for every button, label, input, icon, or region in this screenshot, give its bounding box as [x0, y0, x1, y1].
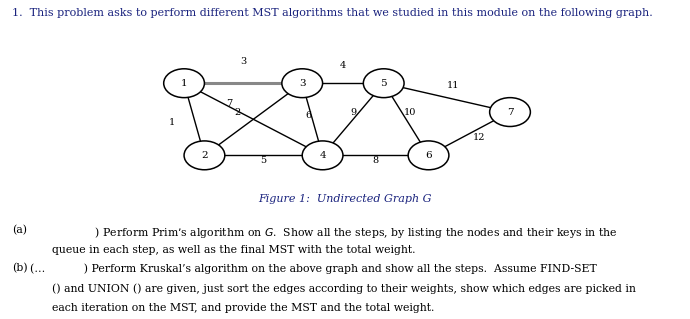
Text: 1: 1 [169, 118, 175, 127]
Text: 6: 6 [305, 111, 311, 120]
Text: 3: 3 [299, 79, 306, 88]
Ellipse shape [364, 69, 404, 98]
Text: ) Perform Prim’s algorithm on $G$.  Show all the steps, by listing the nodes and: ) Perform Prim’s algorithm on $G$. Show … [43, 225, 618, 240]
Text: (a): (a) [12, 225, 28, 235]
Text: (b): (b) [12, 263, 28, 273]
Ellipse shape [164, 69, 204, 98]
Text: 8: 8 [373, 156, 379, 165]
Text: () and UNION () are given, just sort the edges according to their weights, show : () and UNION () are given, just sort the… [52, 283, 636, 293]
Text: 2: 2 [201, 151, 208, 160]
Text: (…           ) Perform Kruskal’s algorithm on the above graph and show all the s: (… ) Perform Kruskal’s algorithm on the … [30, 263, 597, 274]
Text: 11: 11 [446, 80, 460, 90]
Text: Figure 1:  Undirected Graph G: Figure 1: Undirected Graph G [258, 194, 432, 204]
Ellipse shape [490, 98, 531, 127]
Text: 10: 10 [404, 108, 416, 116]
Text: 3: 3 [240, 57, 246, 66]
Text: 6: 6 [425, 151, 432, 160]
Ellipse shape [184, 141, 225, 170]
Text: 12: 12 [473, 133, 486, 142]
Text: 7: 7 [506, 108, 513, 116]
Text: 1.  This problem asks to perform different MST algorithms that we studied in thi: 1. This problem asks to perform differen… [12, 8, 653, 18]
Text: 9: 9 [350, 108, 356, 116]
Text: 1: 1 [181, 79, 188, 88]
Ellipse shape [302, 141, 343, 170]
Text: queue in each step, as well as the final MST with the total weight.: queue in each step, as well as the final… [52, 245, 416, 255]
Ellipse shape [408, 141, 449, 170]
Text: 2: 2 [234, 108, 240, 116]
Text: 4: 4 [319, 151, 326, 160]
Ellipse shape [282, 69, 323, 98]
Text: 5: 5 [380, 79, 387, 88]
Text: 5: 5 [260, 156, 266, 165]
Text: 7: 7 [226, 99, 232, 108]
Text: 4: 4 [340, 61, 346, 70]
Text: each iteration on the MST, and provide the MST and the total weight.: each iteration on the MST, and provide t… [52, 303, 435, 313]
